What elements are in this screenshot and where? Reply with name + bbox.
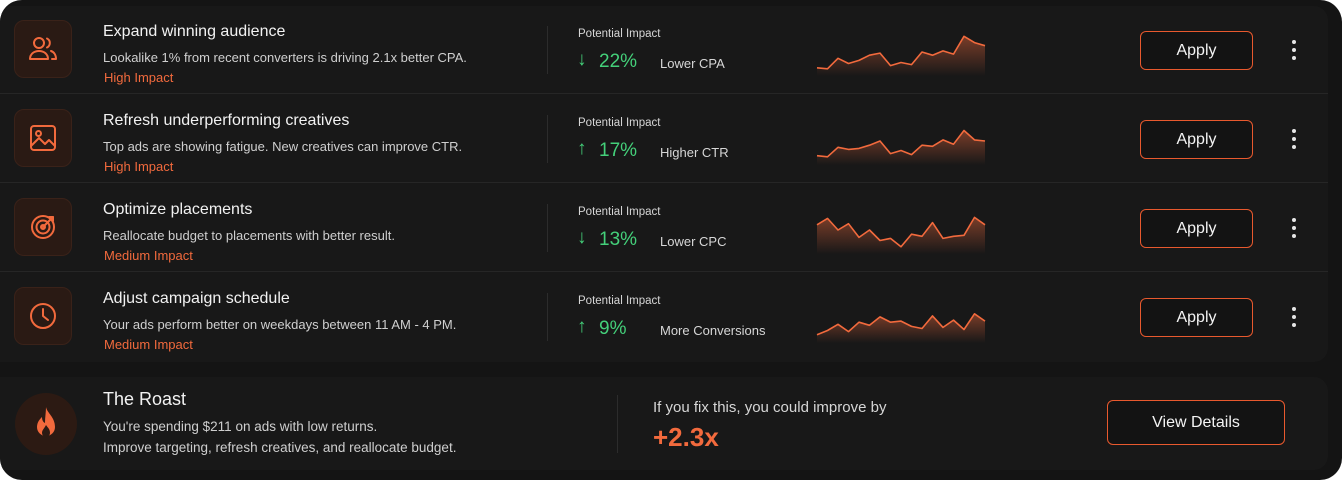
- potential-impact-label: Potential Impact: [578, 117, 661, 129]
- sparkline-area: [817, 313, 985, 343]
- trend-sparkline: [816, 313, 986, 343]
- recommendation-list: Expand winning audience Lookalike 1% fro…: [0, 6, 1328, 362]
- recommendation-title: Optimize placements: [103, 201, 253, 218]
- impact-badge: Medium Impact: [104, 248, 193, 263]
- image-icon: [14, 109, 72, 167]
- divider: [547, 115, 548, 163]
- users-icon: [14, 20, 72, 78]
- recommendation-description: Top ads are showing fatigue. New creativ…: [103, 139, 463, 154]
- sparkline-line: [816, 129, 986, 158]
- trend-sparkline: [816, 35, 986, 76]
- recommendation-row: Optimize placements Reallocate budget to…: [0, 184, 1328, 272]
- roast-description: You're spending $211 on ads with low ret…: [103, 419, 378, 434]
- impact-badge: High Impact: [104, 159, 174, 174]
- target-icon: [14, 198, 72, 256]
- divider: [547, 204, 548, 252]
- impact-metric: More Conversions: [660, 323, 766, 338]
- trend-sparkline: [816, 129, 986, 165]
- arrow-up-icon: ↑: [577, 316, 587, 337]
- trend-sparkline: [816, 216, 986, 254]
- impact-metric: Lower CPC: [660, 234, 727, 249]
- divider: [617, 395, 618, 453]
- improve-value: +2.3x: [653, 422, 719, 452]
- arrow-down-icon: ↓: [577, 49, 587, 70]
- more-options-icon[interactable]: [1282, 123, 1306, 155]
- apply-button[interactable]: Apply: [1140, 120, 1253, 159]
- more-options-icon[interactable]: [1282, 212, 1306, 244]
- recommendation-description: Lookalike 1% from recent converters is d…: [103, 50, 467, 65]
- improve-label: If you fix this, you could improve by: [653, 399, 887, 416]
- recommendation-row: Adjust campaign schedule Your ads perfor…: [0, 273, 1328, 361]
- impact-percent: 17%: [599, 140, 638, 161]
- sparkline-area: [817, 36, 985, 76]
- recommendation-title: Expand winning audience: [103, 23, 286, 40]
- impact-percent: 13%: [599, 229, 638, 250]
- impact-badge: Medium Impact: [104, 337, 193, 352]
- sparkline-area: [817, 217, 985, 254]
- arrow-down-icon: ↓: [577, 227, 587, 248]
- impact-percent: 9%: [599, 318, 627, 339]
- potential-impact-label: Potential Impact: [578, 295, 661, 307]
- more-options-icon[interactable]: [1282, 34, 1306, 66]
- impact-metric: Lower CPA: [660, 56, 725, 71]
- roast-title: The Roast: [103, 389, 187, 409]
- roast-card: The Roast You're spending $211 on ads wi…: [0, 377, 1328, 470]
- sparkline-line: [816, 216, 986, 248]
- recommendation-description: Your ads perform better on weekdays betw…: [103, 317, 457, 332]
- more-options-icon[interactable]: [1282, 301, 1306, 333]
- recommendation-row: Expand winning audience Lookalike 1% fro…: [0, 6, 1328, 94]
- sparkline-line: [816, 313, 986, 336]
- divider: [547, 26, 548, 74]
- roast-suggestion: Improve targeting, refresh creatives, an…: [103, 440, 457, 455]
- sparkline-line: [816, 35, 986, 70]
- sparkline-area: [817, 130, 985, 165]
- arrow-up-icon: ↑: [577, 138, 587, 159]
- recommendation-title: Refresh underperforming creatives: [103, 112, 350, 129]
- impact-badge: High Impact: [104, 70, 174, 85]
- potential-impact-label: Potential Impact: [578, 206, 661, 218]
- divider: [547, 293, 548, 341]
- clock-icon: [14, 287, 72, 345]
- impact-percent: 22%: [599, 51, 638, 72]
- apply-button[interactable]: Apply: [1140, 298, 1253, 337]
- recommendation-title: Adjust campaign schedule: [103, 290, 290, 307]
- apply-button[interactable]: Apply: [1140, 209, 1253, 248]
- view-details-button[interactable]: View Details: [1107, 400, 1285, 445]
- recommendation-description: Reallocate budget to placements with bet…: [103, 228, 395, 243]
- impact-metric: Higher CTR: [660, 145, 729, 160]
- recommendation-row: Refresh underperforming creatives Top ad…: [0, 95, 1328, 183]
- potential-impact-label: Potential Impact: [578, 28, 661, 40]
- flame-icon: [15, 393, 77, 455]
- apply-button[interactable]: Apply: [1140, 31, 1253, 70]
